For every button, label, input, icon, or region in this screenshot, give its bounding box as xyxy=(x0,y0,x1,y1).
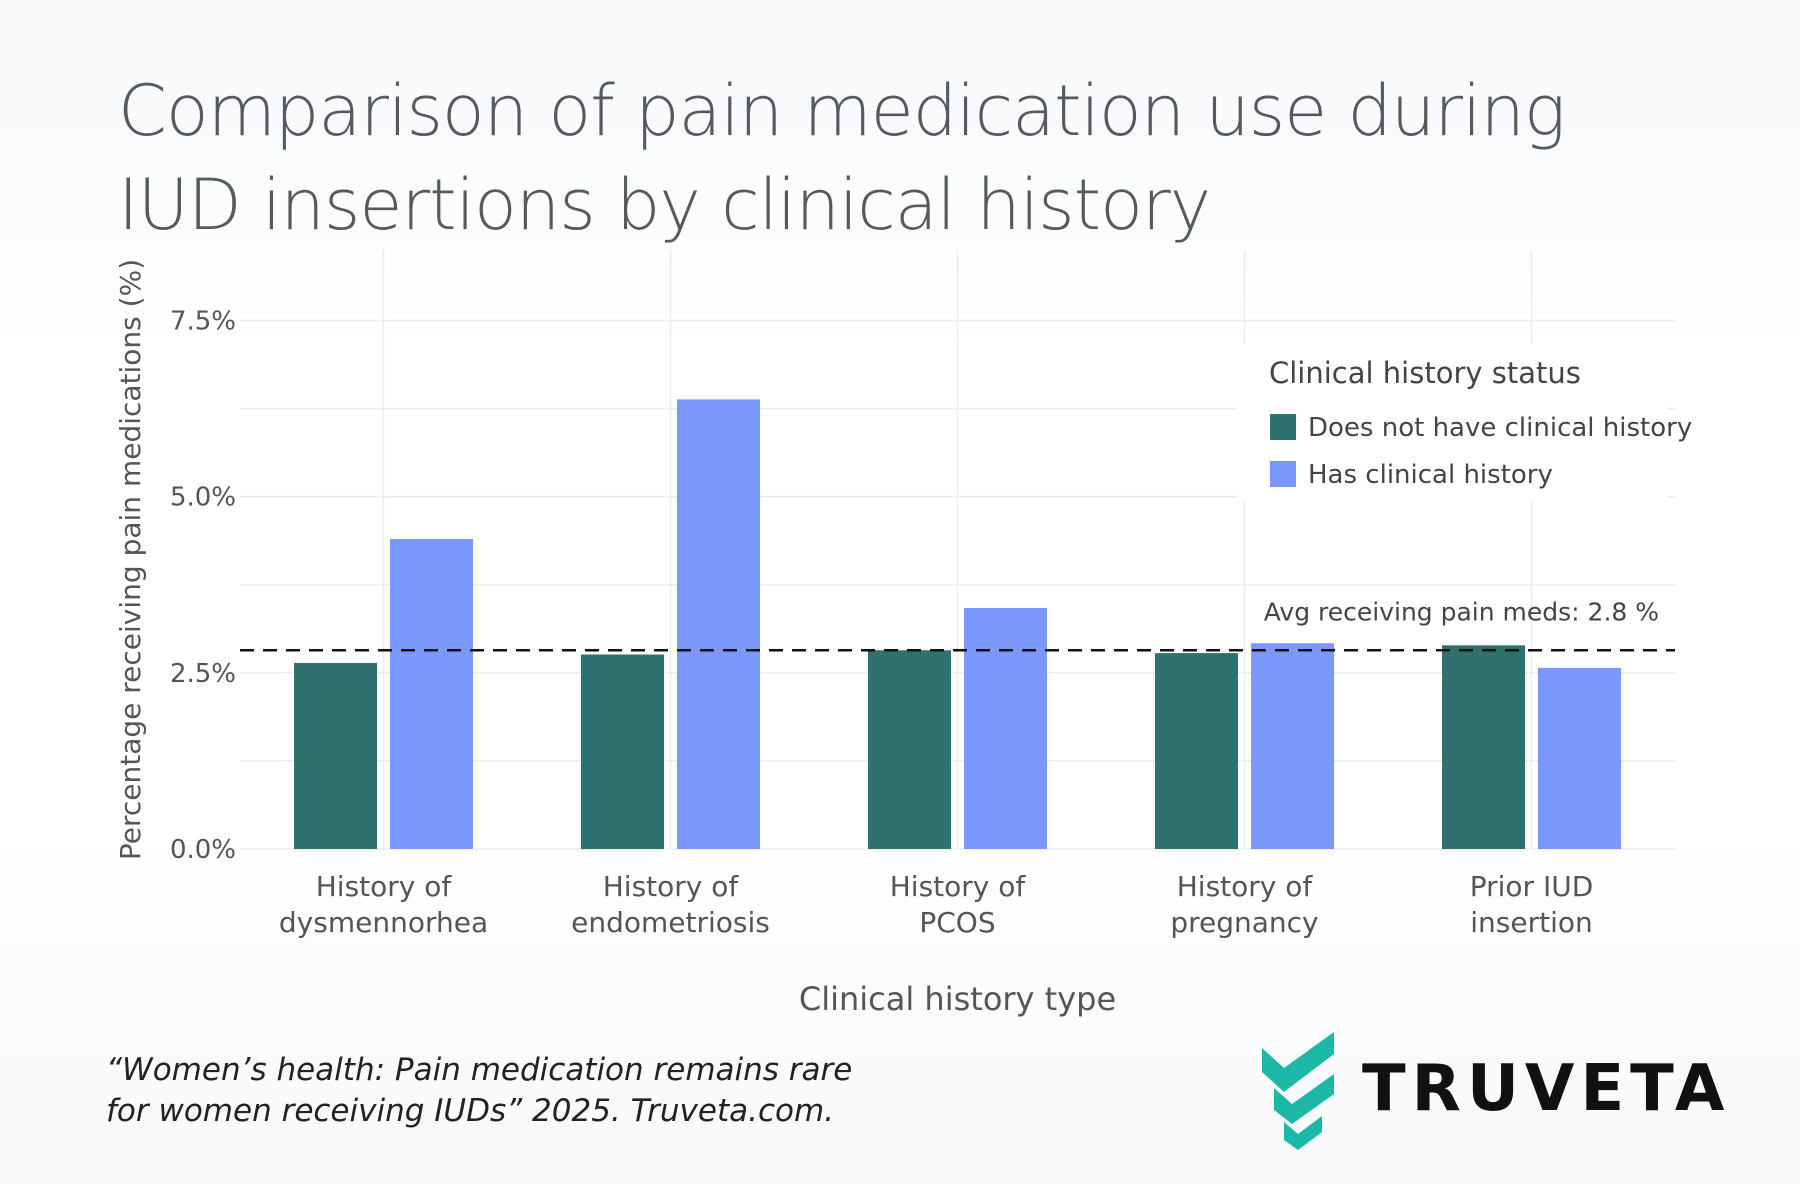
y-axis-title: Percentage receiving pain medications (%… xyxy=(114,259,147,860)
x-tick-label: History of xyxy=(890,870,1027,903)
citation: “Women’s health: Pain medication remains… xyxy=(106,1052,853,1129)
x-tick-label: History of xyxy=(316,870,453,903)
brand-logo[interactable]: TRUVETA xyxy=(1262,1030,1724,1150)
bar-no-history xyxy=(1155,653,1238,849)
bars xyxy=(294,399,1621,849)
bar-no-history xyxy=(581,654,664,849)
legend-label: Does not have clinical history xyxy=(1308,413,1692,443)
x-axis-title: Clinical history type xyxy=(799,980,1116,1018)
y-tick-label: 7.5% xyxy=(170,306,236,336)
x-tick-label: pregnancy xyxy=(1170,906,1318,939)
grid-lines xyxy=(240,250,1675,850)
bar-no-history xyxy=(1442,645,1525,849)
reference-line: Avg receiving pain meds: 2.8 % xyxy=(240,597,1675,652)
y-tick-label: 0.0% xyxy=(170,835,236,865)
bar-has-history xyxy=(390,538,473,849)
x-tick-label: Prior IUD xyxy=(1470,870,1594,903)
x-tick-label: insertion xyxy=(1470,906,1593,939)
x-tick-label: dysmennorhea xyxy=(279,906,488,939)
bar-has-history xyxy=(1538,667,1621,849)
x-tick-label: History of xyxy=(603,870,740,903)
legend-label: Has clinical history xyxy=(1308,460,1553,490)
legend: Clinical history status Does not have cli… xyxy=(1238,344,1692,500)
bar-has-history xyxy=(677,399,760,849)
legend-swatch xyxy=(1270,414,1296,440)
bar-has-history xyxy=(1251,643,1334,849)
truveta-chevron-logo-icon xyxy=(1262,1032,1334,1150)
x-tick-label: endometriosis xyxy=(571,906,770,939)
legend-title: Clinical history status xyxy=(1269,356,1581,390)
bar-no-history xyxy=(294,662,377,849)
x-tick-label: PCOS xyxy=(919,906,995,939)
x-tick-label: History of xyxy=(1177,870,1314,903)
y-tick-label: 5.0% xyxy=(170,483,236,513)
reference-line-label: Avg receiving pain meds: 2.8 % xyxy=(1264,597,1659,626)
brand-name: TRUVETA xyxy=(1362,1052,1731,1126)
page-title: Comparison of pain medication use during… xyxy=(118,70,1566,246)
bar-has-history xyxy=(964,607,1047,849)
legend-background xyxy=(1238,344,1668,500)
y-tick-label: 2.5% xyxy=(170,659,236,689)
legend-swatch xyxy=(1270,461,1296,487)
axes: 0.0%2.5%5.0%7.5%History ofdysmennorheaHi… xyxy=(114,259,1593,1018)
bar-no-history xyxy=(868,650,951,849)
